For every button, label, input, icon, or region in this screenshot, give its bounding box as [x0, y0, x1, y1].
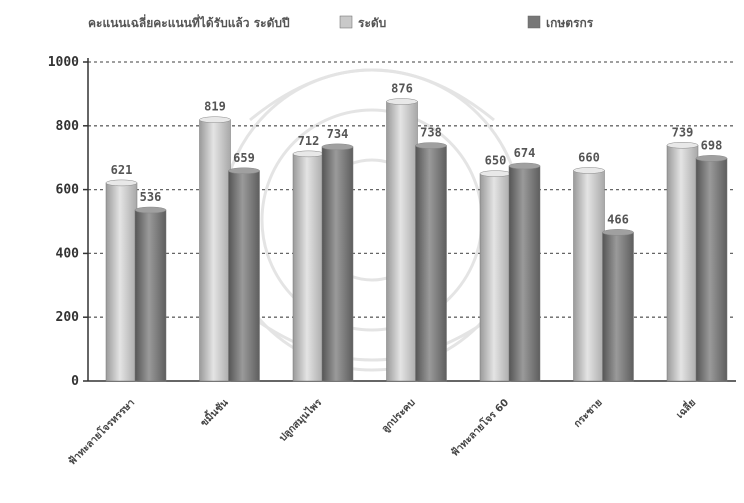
y-axis-ticks: 0 200 400 600 800 1000	[48, 55, 88, 389]
bar-series2	[695, 158, 728, 382]
legend-label: ระดับ	[358, 16, 386, 30]
x-tick-label: ลูกประคบ	[379, 397, 418, 436]
y-tick-label: 0	[71, 374, 79, 389]
bar-series1	[199, 119, 231, 382]
data-label: 698	[701, 138, 723, 152]
y-tick-label: 1000	[48, 55, 79, 70]
data-label: 876	[391, 82, 413, 96]
bar-series1	[666, 145, 699, 382]
bar-top	[134, 206, 167, 214]
bar-top	[292, 150, 325, 158]
bar-series2	[134, 209, 167, 382]
bar-series1	[573, 170, 605, 382]
bar-series1	[105, 182, 138, 382]
data-label: 674	[514, 146, 536, 160]
bar-top	[199, 116, 231, 123]
bar-top	[105, 179, 138, 187]
x-tick-label: ปลูกสมุนไพร	[276, 395, 325, 444]
data-label: 734	[327, 127, 349, 141]
data-label: 621	[111, 163, 133, 177]
bar-top	[602, 229, 634, 236]
data-label: 712	[298, 134, 320, 148]
y-tick-label: 200	[56, 310, 80, 325]
legend-label: เกษตรกร	[546, 16, 594, 30]
bar-top	[415, 142, 447, 149]
bar-top	[479, 170, 512, 177]
y-tick-label: 400	[56, 246, 80, 261]
bar-series1	[479, 173, 512, 382]
y-tick-label: 600	[56, 183, 80, 198]
bars	[105, 98, 728, 382]
legend: ระดับ เกษตรกร	[339, 15, 594, 30]
x-tick-label: ฟ้าทะลายโจรหรรษา	[65, 396, 137, 468]
bar-series2	[508, 165, 541, 382]
bar-top	[386, 98, 418, 105]
x-tick-label: ฟ้าทะลายโจร 60	[448, 396, 511, 459]
legend-swatch	[527, 15, 541, 29]
bar-top	[573, 167, 605, 174]
data-label: 739	[672, 125, 694, 139]
data-label: 660	[578, 150, 600, 164]
bar-series2	[321, 146, 354, 382]
university-seal-watermark	[220, 68, 524, 372]
data-label: 536	[140, 190, 162, 204]
x-axis-labels: ฟ้าทะลายโจรหรรษา ขมิ้นชัน ปลูกสมุนไพร ลูกปร…	[65, 395, 698, 468]
x-tick-label: เฉลี่ย	[673, 395, 699, 421]
bar-series1	[386, 101, 418, 382]
bar-series2	[602, 232, 634, 382]
bar-top	[508, 162, 541, 170]
bar-top	[228, 167, 260, 175]
data-label: 466	[607, 212, 629, 226]
data-label: 659	[233, 151, 255, 165]
chart-title: คะแนนเฉลี่ยคะแนนที่ได้รับแล้ว ระดับปี	[88, 14, 290, 30]
legend-swatch	[339, 15, 353, 29]
bar-series2	[415, 145, 447, 382]
data-label: 738	[420, 126, 442, 140]
y-tick-label: 800	[56, 119, 80, 134]
bar-top	[695, 155, 728, 162]
x-tick-label: ขมิ้นชัน	[197, 395, 231, 429]
data-label: 650	[485, 154, 507, 168]
bar-series1	[292, 153, 325, 382]
value-labels: 621 536 819 659 712 734 876 738 650 674 660 466 739 6…	[111, 82, 723, 227]
data-label: 819	[204, 100, 226, 114]
x-tick-label: กระชาย	[572, 397, 605, 430]
bar-top	[666, 142, 699, 149]
bar-series2	[228, 170, 260, 382]
bar-top	[321, 143, 354, 151]
